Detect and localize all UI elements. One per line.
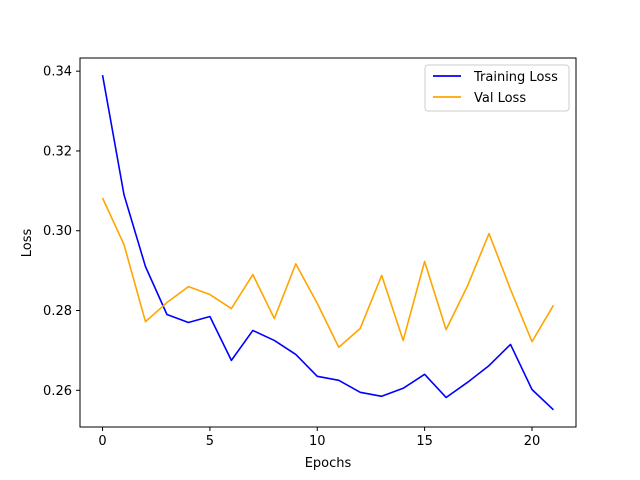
y-axis: 0.26 0.28 0.30 0.32 0.34 (43, 65, 80, 399)
legend-label-val-loss: Val Loss (474, 91, 526, 106)
y-tick-label: 0.26 (43, 384, 72, 399)
y-tick-label: 0.32 (43, 144, 72, 159)
y-axis-label: Loss (20, 229, 35, 258)
x-tick-label: 20 (524, 434, 541, 449)
series-layer (101, 75, 555, 411)
legend: Training Loss Val Loss (424, 64, 570, 112)
y-tick-label: 0.28 (43, 304, 72, 319)
x-tick-label: 5 (206, 434, 214, 449)
x-tick-label: 10 (309, 434, 326, 449)
x-axis: 0 5 10 15 20 (98, 427, 540, 449)
series-line-val-loss (101, 197, 555, 349)
legend-label-training-loss: Training Loss (473, 70, 558, 85)
y-tick-label: 0.30 (43, 224, 72, 239)
x-tick-label: 15 (416, 434, 433, 449)
x-axis-label: Epochs (305, 456, 352, 471)
series-line-training-loss (101, 75, 555, 411)
y-tick-label: 0.34 (43, 65, 72, 80)
plot-frame (79, 57, 577, 428)
plot-background (80, 58, 576, 427)
x-tick-label: 0 (98, 434, 106, 449)
